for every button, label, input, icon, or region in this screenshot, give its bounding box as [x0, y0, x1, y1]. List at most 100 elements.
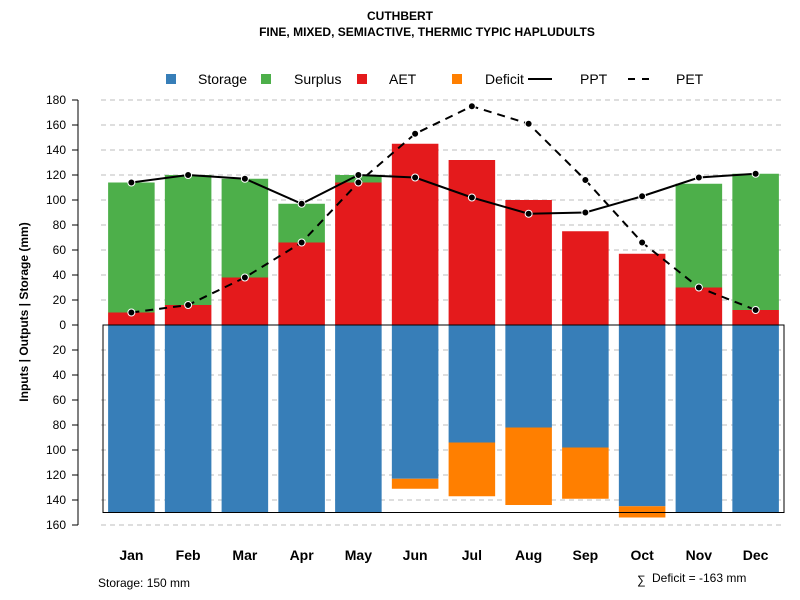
x-tick-label-apr: Apr [290, 547, 315, 563]
y-tick-label: 100 [46, 443, 66, 457]
point-pet-jan [127, 308, 136, 317]
storage-capacity-label: Storage: 150 mm [98, 576, 190, 590]
bar-aet-feb [164, 305, 212, 325]
legend-swatch-surplus [261, 74, 271, 84]
point-pet-oct [638, 238, 647, 247]
y-tick-label: 120 [46, 468, 66, 482]
legend-swatch-aet [357, 74, 367, 84]
bar-storage-dec [732, 325, 779, 513]
y-tick-label: 80 [53, 418, 67, 432]
point-pet-sep [581, 176, 590, 184]
y-tick-label: 160 [46, 118, 66, 132]
y-tick-label: 120 [46, 168, 66, 182]
bar-surplus-nov [675, 183, 723, 288]
bar-storage-jul [448, 325, 496, 443]
x-tick-label-oct: Oct [630, 547, 654, 563]
bar-storage-oct [618, 325, 666, 507]
point-ppt-jun [411, 173, 420, 182]
x-tick-label-jan: Jan [119, 547, 143, 563]
point-ppt-aug [524, 209, 533, 218]
y-tick-label: 40 [53, 268, 67, 282]
storage-capacity-box [102, 324, 785, 513]
legend-label-surplus: Surplus [294, 71, 341, 87]
chart-title: CUTHBERT [367, 9, 434, 23]
line-ppt [131, 172, 756, 215]
y-tick-label: 0 [59, 318, 66, 332]
bar-aet-may [335, 182, 382, 325]
bar-storage-jan [108, 325, 155, 513]
bar-storage-jun [391, 325, 439, 479]
legend-label-ppt: PPT [580, 71, 608, 87]
bar-surplus-feb [164, 175, 212, 305]
point-ppt-feb [184, 171, 193, 179]
y-tick-label: 20 [53, 293, 67, 307]
legend-label-storage: Storage [198, 71, 247, 87]
bar-storage-sep [562, 325, 609, 448]
bar-aet-jan [108, 312, 155, 325]
bar-aet-dec [732, 310, 779, 325]
bar-deficit-jun [391, 478, 439, 489]
y-axis-label: Inputs | Outputs | Storage (mm) [17, 222, 31, 401]
point-ppt-jan [127, 178, 136, 187]
bar-aet-apr [278, 242, 325, 325]
point-ppt-jul [467, 193, 476, 202]
bar-aet-aug [505, 200, 552, 325]
x-tick-label-sep: Sep [573, 547, 599, 563]
y-tick-label: 20 [53, 343, 67, 357]
y-tick-label: 60 [53, 393, 67, 407]
x-tick-label-jul: Jul [462, 547, 482, 563]
deficit-sum-icon: ∑ [637, 573, 646, 587]
axes: 180 160 140 120 100 80 60 40 20 0 20 40 60 80 100 120 14… [46, 93, 769, 563]
point-pet-jun [411, 129, 420, 138]
point-ppt-oct [638, 192, 647, 201]
bar-aet-jun [391, 143, 439, 325]
bar-storage-mar [221, 325, 269, 513]
bar-aet-sep [562, 231, 609, 325]
bar-aet-jul [448, 160, 496, 325]
y-tick-label: 140 [46, 143, 66, 157]
legend-swatch-deficit [452, 74, 462, 84]
y-tick-label: 160 [46, 518, 66, 532]
series-lines [127, 102, 760, 317]
point-ppt-nov [694, 173, 703, 182]
point-pet-may [354, 178, 363, 187]
point-ppt-mar [240, 174, 249, 183]
bar-deficit-sep [562, 447, 609, 499]
point-pet-feb [184, 301, 193, 309]
bar-storage-may [335, 325, 382, 513]
point-pet-apr [297, 238, 306, 247]
bar-storage-feb [164, 325, 212, 513]
x-tick-label-aug: Aug [515, 547, 542, 563]
bar-deficit-oct [618, 506, 666, 518]
x-tick-label-feb: Feb [176, 547, 201, 563]
y-tick-label: 60 [53, 243, 67, 257]
legend-label-pet: PET [676, 71, 704, 87]
bar-storage-nov [675, 325, 723, 513]
bar-aet-oct [618, 253, 666, 325]
point-ppt-apr [297, 199, 306, 208]
bar-deficit-aug [505, 427, 552, 505]
point-ppt-may [354, 171, 363, 179]
point-pet-dec [751, 306, 760, 314]
point-pet-mar [240, 273, 249, 282]
point-ppt-sep [581, 208, 590, 217]
bar-storage-apr [278, 325, 325, 513]
x-tick-label-may: May [345, 547, 372, 563]
legend-label-aet: AET [389, 71, 417, 87]
y-tick-label: 40 [53, 368, 67, 382]
x-tick-label-nov: Nov [686, 547, 713, 563]
point-pet-nov [694, 283, 703, 292]
bar-deficit-jul [448, 442, 496, 497]
y-tick-label: 180 [46, 93, 66, 107]
legend-swatch-storage [166, 74, 176, 84]
grid-lines [101, 99, 784, 526]
legend: Storage Surplus AET Deficit PPT PET [166, 71, 704, 87]
bar-surplus-dec [732, 173, 779, 310]
y-tick-label: 80 [53, 218, 67, 232]
bar-surplus-mar [221, 178, 269, 278]
y-tick-label: 140 [46, 493, 66, 507]
bar-surplus-apr [278, 203, 325, 243]
point-pet-jul [467, 102, 476, 111]
deficit-total-label: Deficit = -163 mm [652, 571, 746, 585]
